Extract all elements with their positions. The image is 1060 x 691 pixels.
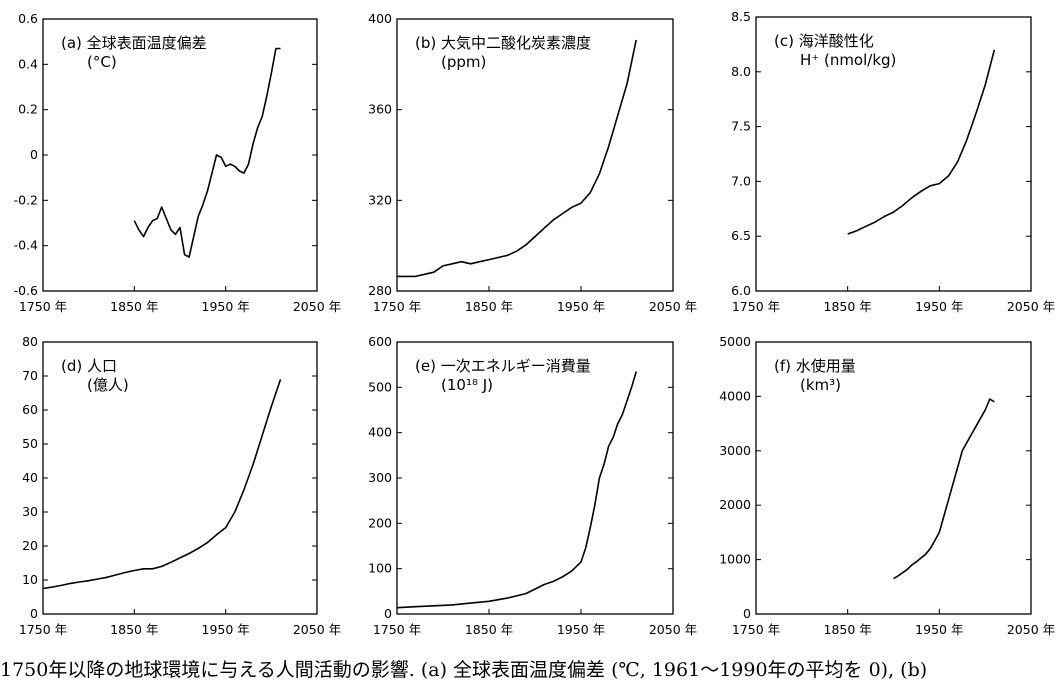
x-tick-label: 1850 年: [110, 299, 158, 314]
y-tick-label: 360: [368, 102, 392, 117]
series-line-b: [397, 39, 637, 278]
y-tick-label: 60: [22, 402, 38, 417]
y-tick-label: 100: [368, 561, 392, 576]
x-tick-label: 1950 年: [915, 622, 963, 637]
series-line-f: [893, 398, 995, 580]
y-tick-label: 80: [22, 334, 38, 349]
y-tick-label: 2000: [719, 497, 751, 512]
x-tick-label: 1950 年: [557, 622, 605, 637]
y-tick-label: 4000: [719, 388, 751, 403]
x-tick-label: 1750 年: [373, 622, 421, 637]
y-tick-label: 400: [368, 425, 392, 440]
series-line-e: [396, 371, 637, 609]
x-tick-label: 2050 年: [1007, 299, 1055, 314]
x-tick-label: 1950 年: [915, 299, 963, 314]
y-tick-label: 0.6: [18, 11, 38, 26]
plot-frame-a: [42, 18, 318, 292]
chart-unit-f: (km³): [800, 376, 841, 394]
y-tick-label: 20: [22, 538, 38, 553]
y-tick-label: 0.4: [18, 56, 38, 71]
y-tick-label: 50: [22, 436, 38, 451]
y-tick-label: 30: [22, 504, 38, 519]
x-tick-label: 1850 年: [824, 622, 872, 637]
plot-frame-f: [755, 341, 1032, 615]
y-tick-label: 8.0: [731, 64, 751, 79]
x-tick-label: 1750 年: [732, 299, 780, 314]
y-tick-label: 300: [368, 470, 392, 485]
series-line-c: [847, 49, 996, 235]
x-tick-label: 1750 年: [373, 299, 421, 314]
y-tick-label: 200: [368, 515, 392, 530]
y-tick-label: -0.4: [14, 238, 38, 253]
chart-title-b: (b) 大気中二酸化炭素濃度: [415, 34, 591, 52]
y-tick-label: 70: [22, 368, 38, 383]
y-tick-label: 600: [368, 334, 392, 349]
y-tick-label: 1000: [719, 552, 751, 567]
y-tick-label: 7.5: [731, 119, 751, 134]
x-tick-label: 1850 年: [110, 622, 158, 637]
x-tick-label: 2050 年: [1007, 622, 1055, 637]
y-tick-label: 320: [368, 192, 392, 207]
y-tick-label: 8.5: [731, 9, 751, 24]
plot-frame-b: [396, 18, 674, 292]
y-tick-label: 0.2: [18, 102, 38, 117]
chart-unit-e: (10¹⁸ J): [441, 376, 493, 394]
y-tick-label: 6.5: [731, 228, 751, 243]
x-tick-label: 1850 年: [824, 299, 872, 314]
x-tick-label: 2050 年: [649, 622, 697, 637]
y-tick-label: 7.0: [731, 173, 751, 188]
y-tick-label: 500: [368, 379, 392, 394]
chart-unit-b: (ppm): [441, 53, 486, 71]
chart-title-a: (a) 全球表面温度偏差: [61, 34, 207, 52]
chart-unit-c: H⁺ (nmol/kg): [800, 51, 896, 69]
x-tick-label: 1850 年: [465, 622, 513, 637]
chart-title-d: (d) 人口: [61, 357, 117, 375]
x-tick-label: 2050 年: [649, 299, 697, 314]
series-line-d: [42, 379, 282, 590]
x-tick-label: 2050 年: [293, 622, 341, 637]
y-tick-label: -0.2: [14, 192, 38, 207]
x-tick-label: 1950 年: [202, 622, 250, 637]
plot-frame-c: [755, 16, 1032, 292]
figure-caption: 1750年以降の地球環境に与える人間活動の影響. (a) 全球表面温度偏差 (℃…: [0, 659, 928, 681]
y-tick-label: 5000: [719, 334, 751, 349]
series-line-a: [133, 47, 281, 258]
chart-title-c: (c) 海洋酸性化: [774, 32, 874, 50]
x-tick-label: 1750 年: [19, 622, 67, 637]
x-tick-label: 1950 年: [202, 299, 250, 314]
x-tick-label: 1950 年: [557, 299, 605, 314]
y-tick-label: 0: [30, 606, 38, 621]
x-tick-label: 2050 年: [293, 299, 341, 314]
y-tick-label: 0: [384, 606, 392, 621]
plot-frame-e: [396, 341, 674, 615]
x-tick-label: 1750 年: [19, 299, 67, 314]
y-tick-label: 40: [22, 470, 38, 485]
chart-title-e: (e) 一次エネルギー消費量: [415, 357, 591, 375]
y-tick-label: 3000: [719, 443, 751, 458]
chart-unit-d: (億人): [87, 376, 129, 394]
x-tick-label: 1750 年: [732, 622, 780, 637]
y-tick-label: 400: [368, 11, 392, 26]
chart-unit-a: (°C): [87, 53, 117, 71]
x-tick-label: 1850 年: [465, 299, 513, 314]
y-tick-label: 280: [368, 283, 392, 298]
plot-frame-d: [42, 341, 318, 615]
chart-title-f: (f) 水使用量: [774, 357, 856, 375]
y-tick-label: 0: [30, 147, 38, 162]
y-tick-label: 0: [743, 606, 751, 621]
y-tick-label: -0.6: [14, 283, 38, 298]
y-tick-label: 10: [22, 572, 38, 587]
y-tick-label: 6.0: [731, 283, 751, 298]
